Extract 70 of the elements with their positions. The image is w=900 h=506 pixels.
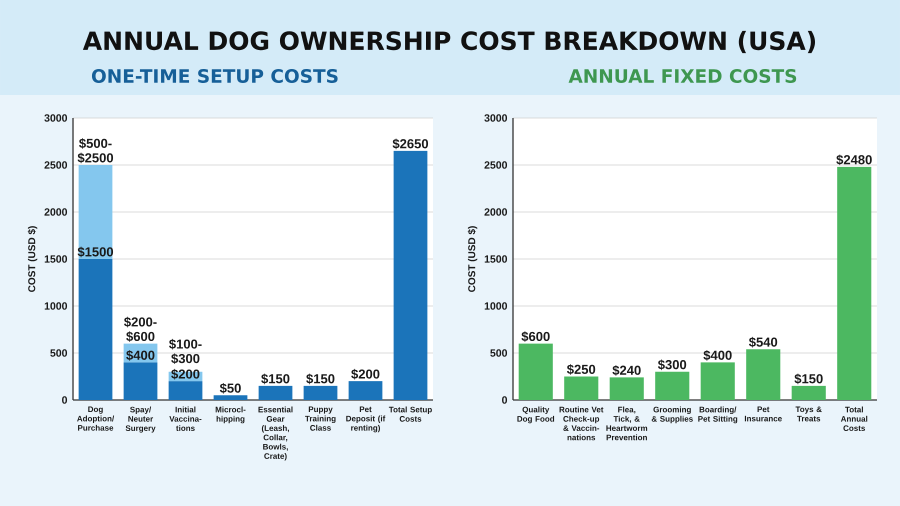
x-tick-label: Quality Dog Food bbox=[517, 406, 554, 424]
y-tick-label: 2000 bbox=[484, 208, 508, 216]
bar bbox=[304, 386, 338, 400]
chart-subtitle: ONE-TIME SETUP COSTS bbox=[92, 68, 338, 83]
data-label: $400 bbox=[126, 350, 154, 361]
chart-title: ANNUAL DOG OWNERSHIP COST BREAKDOWN (USA) bbox=[82, 30, 816, 54]
x-tick-label: Grooming & Supplies bbox=[652, 406, 693, 424]
bar bbox=[610, 377, 644, 400]
x-tick-label: Microcl-hipping bbox=[216, 406, 246, 424]
data-label: $250 bbox=[566, 364, 596, 375]
data-label: $150 bbox=[261, 374, 290, 384]
y-tick-label: 1000 bbox=[44, 302, 68, 310]
data-label: $200 bbox=[351, 368, 380, 380]
y-axis-title: COST (USD $) bbox=[468, 226, 478, 292]
bar bbox=[837, 166, 872, 400]
bar bbox=[78, 258, 112, 400]
x-tick-label: Pet Deposit (if renting) bbox=[346, 406, 386, 432]
bar bbox=[258, 386, 292, 400]
bar bbox=[564, 376, 598, 400]
bar bbox=[655, 372, 690, 400]
data-label: $540 bbox=[748, 336, 778, 348]
bar bbox=[168, 381, 202, 400]
bar bbox=[124, 362, 158, 400]
bar bbox=[394, 150, 428, 400]
y-tick-label: 1500 bbox=[44, 255, 68, 263]
data-label: $300 bbox=[658, 359, 686, 370]
y-tick-label: 500 bbox=[490, 349, 508, 357]
bar bbox=[792, 386, 826, 400]
data-label: $50 bbox=[220, 382, 241, 394]
data-label: $500-$2500 bbox=[78, 138, 114, 164]
x-tick-label: Essential Gear (Leash, Collar, Bowls, Crate) bbox=[258, 406, 293, 460]
data-label: $100-$300 bbox=[169, 338, 202, 364]
data-label: $150 bbox=[306, 374, 334, 384]
y-tick-label: 500 bbox=[50, 349, 68, 357]
x-tick-label: Pet Insurance bbox=[744, 406, 782, 422]
y-tick-label: 1500 bbox=[484, 255, 508, 263]
data-label: $240 bbox=[612, 365, 641, 376]
bar bbox=[214, 395, 248, 400]
bar bbox=[746, 349, 780, 400]
bar bbox=[78, 164, 112, 259]
data-label: $200 bbox=[171, 368, 200, 380]
x-tick-label: Total Setup Costs bbox=[388, 406, 432, 422]
x-tick-label: Dog Adoption/ Purchase bbox=[77, 406, 114, 431]
bar bbox=[348, 381, 382, 400]
y-tick-label: 2500 bbox=[484, 161, 508, 169]
y-tick-label: 2500 bbox=[44, 161, 68, 169]
data-label: $600 bbox=[521, 331, 550, 342]
x-tick-label: Boarding/ Pet Sitting bbox=[698, 406, 738, 424]
y-tick-label: 3000 bbox=[484, 114, 508, 122]
data-label: $2650 bbox=[392, 138, 428, 150]
x-tick-label: Initial Vaccina-tions bbox=[169, 406, 202, 431]
chart-subtitle: ANNUAL FIXED COSTS bbox=[568, 68, 796, 83]
y-tick-label: 1000 bbox=[484, 302, 508, 310]
x-tick-label: Puppy Training Class bbox=[305, 406, 336, 431]
bar bbox=[700, 362, 735, 400]
y-tick-label: 2000 bbox=[44, 208, 68, 216]
data-label: $2480 bbox=[836, 154, 872, 166]
y-tick-label: 0 bbox=[502, 396, 508, 404]
y-tick-label: 3000 bbox=[44, 114, 68, 122]
x-tick-label: Spay/ Neuter Surgery bbox=[126, 406, 156, 433]
data-label: $200-$600 bbox=[124, 316, 157, 342]
x-tick-label: Routine Vet Check-up & Vaccin-nations bbox=[560, 406, 604, 440]
bar bbox=[518, 344, 553, 400]
data-label: $400 bbox=[703, 350, 732, 361]
y-axis-title: COST (USD $) bbox=[28, 226, 38, 292]
x-tick-label: Flea, Tick, & Heartworm Prevention bbox=[606, 406, 648, 440]
y-tick-label: 0 bbox=[62, 396, 68, 404]
x-tick-label: Total Annual Costs bbox=[840, 406, 868, 431]
data-label: $150 bbox=[794, 374, 823, 384]
x-tick-label: Toys & Treats bbox=[796, 406, 822, 422]
